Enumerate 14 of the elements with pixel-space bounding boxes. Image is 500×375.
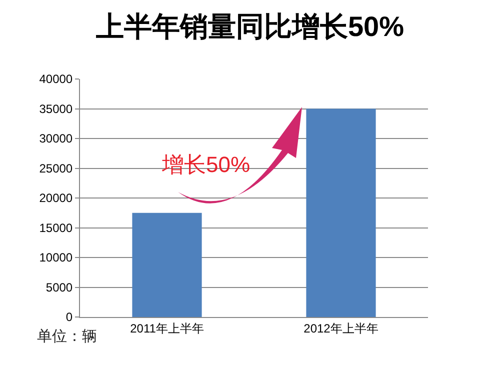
y-tick-label: 25000 [39, 161, 73, 176]
chart-title: 上半年销量同比增长50% [94, 11, 404, 42]
y-tick-label: 0 [66, 310, 73, 324]
text: 单位：辆 [37, 328, 97, 345]
y-tick-label: 20000 [39, 191, 73, 206]
x-tick-label: 2011年上半年 [130, 321, 204, 336]
y-tick-label: 5000 [46, 280, 73, 294]
y-tick-label: 30000 [39, 132, 73, 146]
y-tick-label: 40000 [39, 72, 73, 86]
y-tick-label: 15000 [39, 220, 73, 235]
x-tick-label: 2012年上半年 [304, 321, 378, 336]
y-tick-label: 35000 [39, 102, 73, 116]
y-tick-label: 10000 [39, 250, 73, 265]
annotation: 增长50% [161, 152, 250, 177]
